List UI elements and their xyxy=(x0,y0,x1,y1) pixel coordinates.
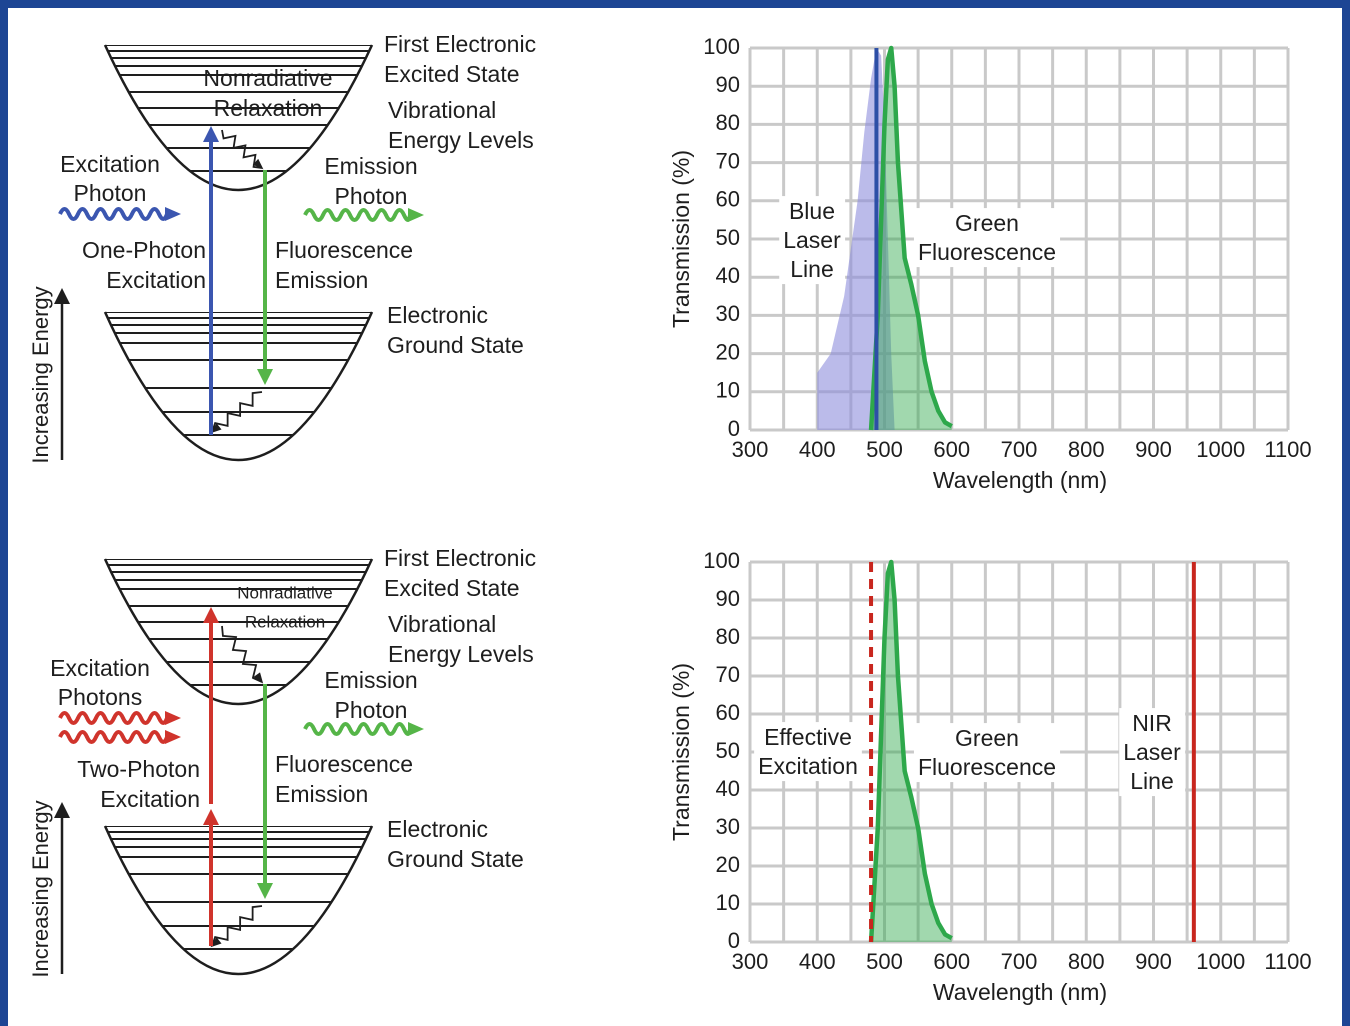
x-tick-label: 300 xyxy=(732,949,769,974)
y-tick-label: 80 xyxy=(716,110,740,135)
energy-axis-label: Increasing Energy xyxy=(28,286,53,463)
x-tick-label: 900 xyxy=(1135,949,1172,974)
figure: Increasing Energy First Electronic Excited… xyxy=(0,0,1350,1026)
diagram-label: Excited State xyxy=(384,61,520,87)
x-tick-label: 500 xyxy=(866,949,903,974)
y-tick-label: 100 xyxy=(703,548,740,573)
diagram-label: Photon xyxy=(335,183,408,209)
y-tick-label: 40 xyxy=(716,263,740,288)
annotation: Effective xyxy=(764,724,852,750)
diagram-label: First Electronic xyxy=(384,545,536,571)
annotation: Line xyxy=(1130,768,1173,794)
x-tick-label: 600 xyxy=(933,437,970,462)
x-tick-label: 1000 xyxy=(1196,437,1245,462)
diagram-label: One-Photon xyxy=(82,237,206,263)
diagram-label: Nonradiative xyxy=(237,583,332,602)
x-tick-label: 800 xyxy=(1068,949,1105,974)
diagram-label: Vibrational xyxy=(388,97,496,123)
diagram-label: Ground State xyxy=(387,332,524,358)
y-tick-label: 30 xyxy=(716,301,740,326)
diagram-label: Emission xyxy=(275,267,368,293)
x-axis-title: Wavelength (nm) xyxy=(933,979,1107,1005)
annotation: Laser xyxy=(783,227,841,253)
x-tick-label: 1100 xyxy=(1264,437,1311,462)
annotation: Laser xyxy=(1123,739,1181,765)
annotation: Excitation xyxy=(758,753,858,779)
y-tick-label: 50 xyxy=(716,738,740,763)
diagram-label: Fluorescence xyxy=(275,751,413,777)
x-tick-label: 600 xyxy=(933,949,970,974)
x-tick-label: 400 xyxy=(799,437,836,462)
diagram-label: Energy Levels xyxy=(388,641,534,667)
y-tick-label: 90 xyxy=(716,586,740,611)
y-tick-label: 20 xyxy=(716,852,740,877)
y-tick-label: 100 xyxy=(703,34,740,59)
diagram-label: Fluorescence xyxy=(275,237,413,263)
x-tick-label: 500 xyxy=(866,437,903,462)
diagram-label: Energy Levels xyxy=(388,127,534,153)
x-tick-label: 1000 xyxy=(1196,949,1245,974)
annotation: Green xyxy=(955,210,1019,236)
diagram-label: Two-Photon xyxy=(77,756,200,782)
diagram-label: Photon xyxy=(74,180,147,206)
diagram-label: Relaxation xyxy=(245,612,325,631)
diagram-label: Photon xyxy=(335,697,408,723)
diagram-label: Relaxation xyxy=(214,95,323,121)
diagram-label: Excitation xyxy=(106,267,206,293)
annotation: Line xyxy=(790,256,833,282)
y-tick-label: 30 xyxy=(716,814,740,839)
y-tick-label: 50 xyxy=(716,225,740,250)
y-tick-label: 40 xyxy=(716,776,740,801)
x-tick-label: 300 xyxy=(732,437,769,462)
y-tick-label: 70 xyxy=(716,662,740,687)
x-tick-label: 900 xyxy=(1135,437,1172,462)
x-tick-label: 700 xyxy=(1001,949,1038,974)
y-tick-label: 10 xyxy=(716,378,740,403)
diagram-label: Emission xyxy=(324,153,417,179)
annotation: Fluorescence xyxy=(918,239,1056,265)
page: Increasing Energy First Electronic Excited… xyxy=(0,0,1350,1026)
y-tick-label: 80 xyxy=(716,624,740,649)
energy-axis-label: Increasing Energy xyxy=(28,800,53,977)
diagram-label: Excitation xyxy=(100,786,200,812)
x-tick-label: 1100 xyxy=(1264,949,1311,974)
diagram-label: Excitation xyxy=(60,151,160,177)
x-axis-title: Wavelength (nm) xyxy=(933,467,1107,493)
y-axis-title: Transmission (%) xyxy=(668,150,694,328)
annotation: NIR xyxy=(1132,710,1172,736)
diagram-label: Ground State xyxy=(387,846,524,872)
annotation: Fluorescence xyxy=(918,754,1056,780)
diagram-label: Emission xyxy=(324,667,417,693)
x-tick-label: 400 xyxy=(799,949,836,974)
annotation: Blue xyxy=(789,198,835,224)
diagram-label: Emission xyxy=(275,781,368,807)
annotation: Green xyxy=(955,725,1019,751)
diagram-label: Electronic xyxy=(387,816,488,842)
x-tick-label: 800 xyxy=(1068,437,1105,462)
y-tick-label: 70 xyxy=(716,148,740,173)
y-tick-label: 60 xyxy=(716,700,740,725)
x-tick-label: 700 xyxy=(1001,437,1038,462)
diagram-label: Excitation xyxy=(50,655,150,681)
diagram-label: First Electronic xyxy=(384,31,536,57)
diagram-label: Photons xyxy=(58,684,142,710)
diagram-label: Vibrational xyxy=(388,611,496,637)
y-tick-label: 20 xyxy=(716,339,740,364)
y-axis-title: Transmission (%) xyxy=(668,663,694,841)
y-tick-label: 60 xyxy=(716,187,740,212)
diagram-label: Electronic xyxy=(387,302,488,328)
diagram-label: Nonradiative xyxy=(203,65,332,91)
y-tick-label: 90 xyxy=(716,72,740,97)
diagram-label: Excited State xyxy=(384,575,520,601)
y-tick-label: 10 xyxy=(716,890,740,915)
